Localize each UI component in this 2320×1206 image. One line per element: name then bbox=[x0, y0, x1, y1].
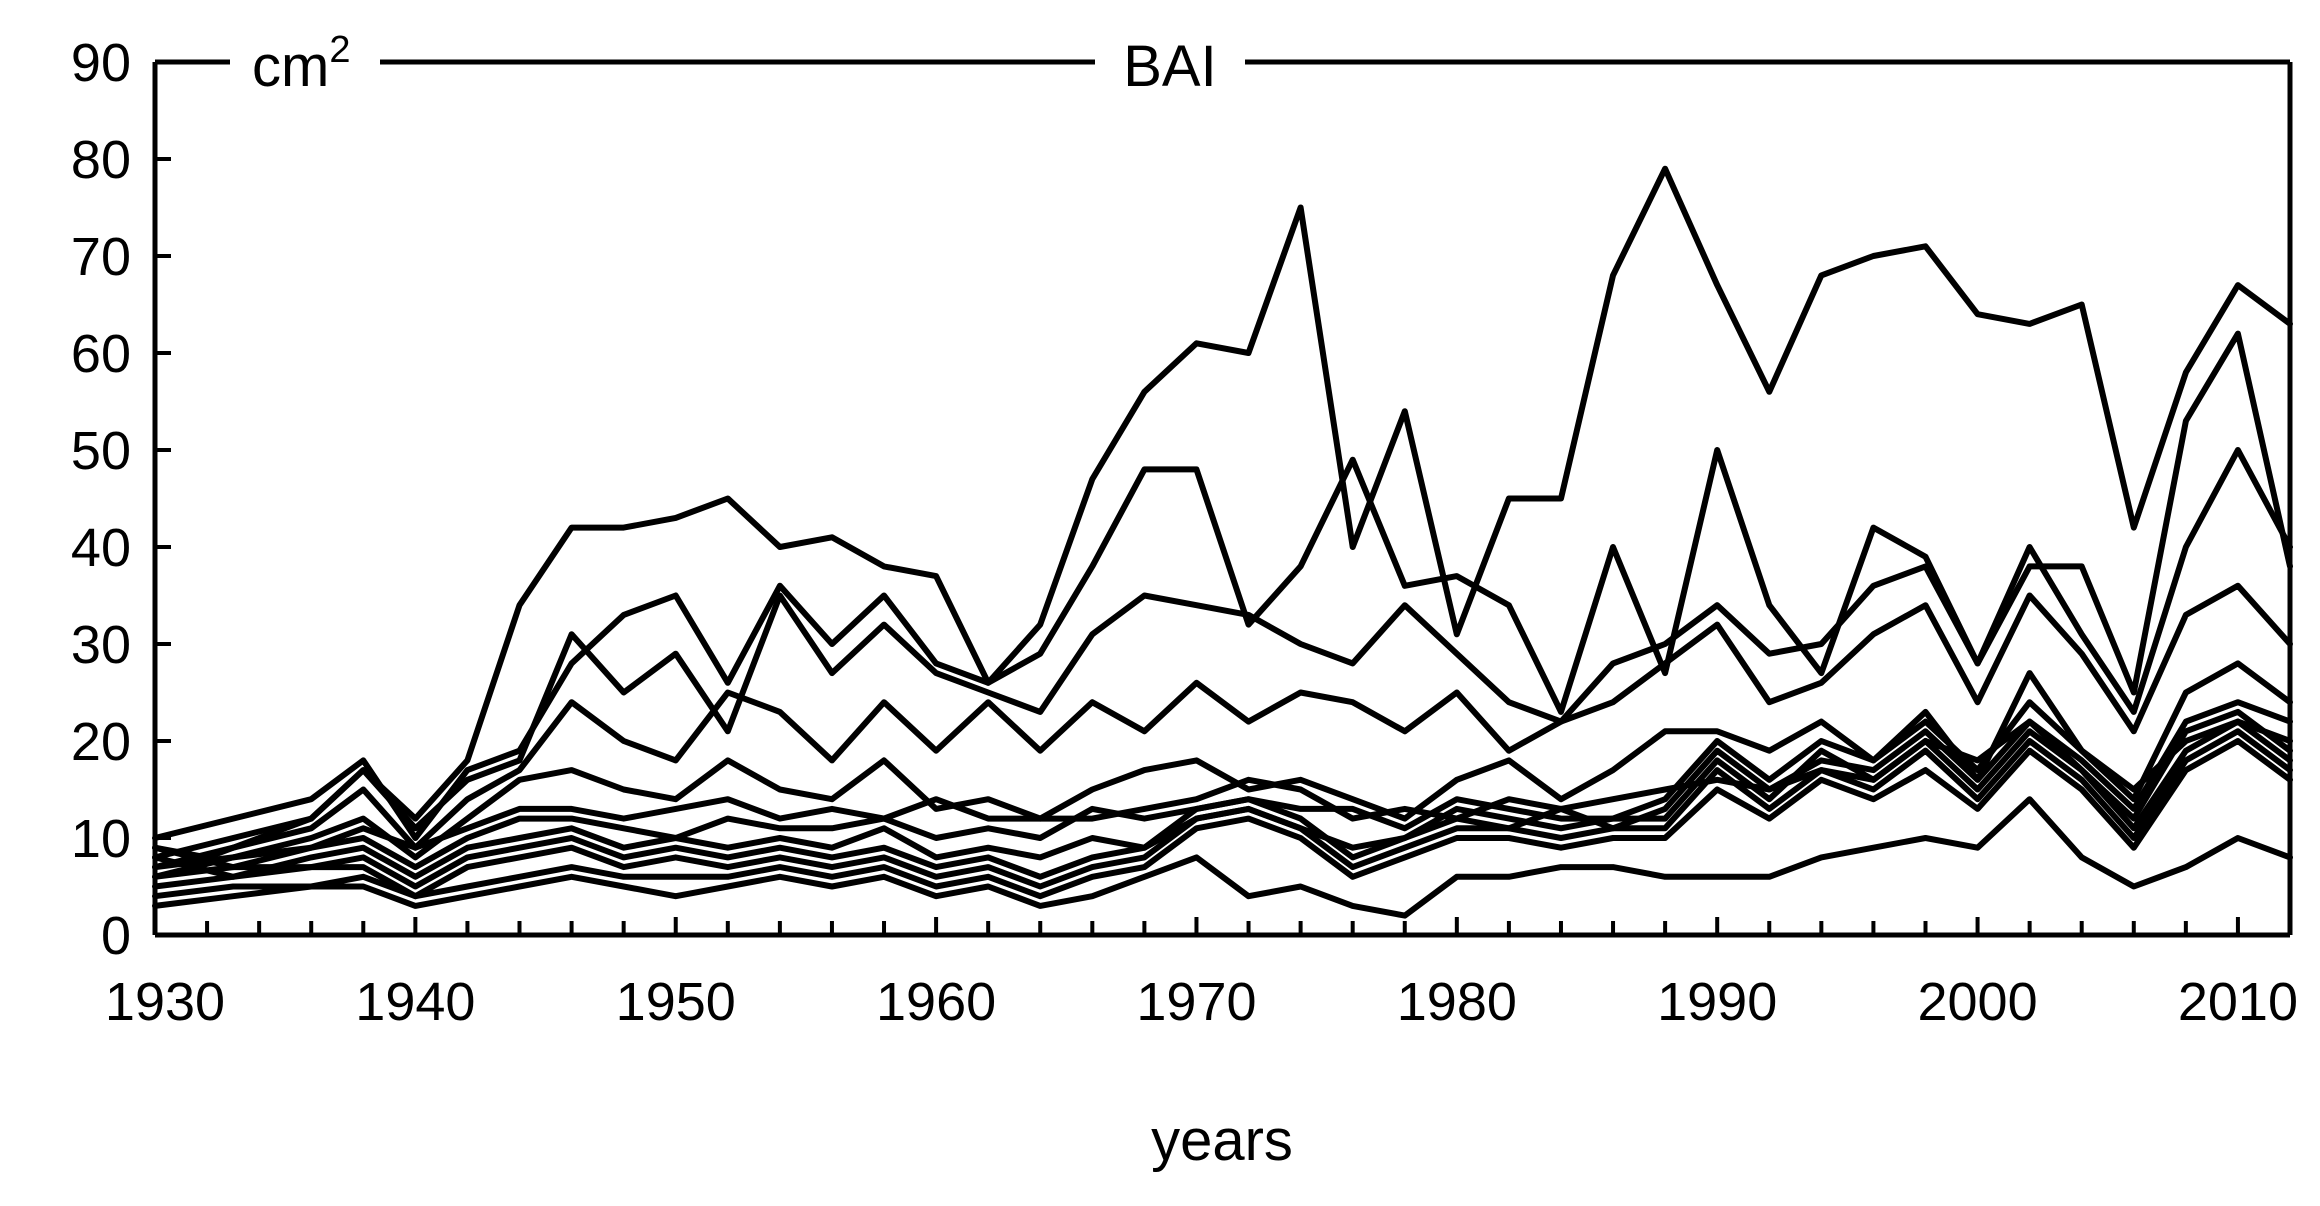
y-tick-label: 70 bbox=[71, 227, 131, 287]
series-line-11 bbox=[152, 738, 2293, 900]
series-line-9 bbox=[152, 718, 2293, 890]
series-line-1 bbox=[152, 165, 2293, 861]
labels-layer: cm2 BAI years bbox=[230, 29, 1293, 1173]
x-tick-label: 2000 bbox=[1917, 972, 2037, 1032]
x-axis-title: years bbox=[1151, 1108, 1293, 1173]
x-tick-label: 1960 bbox=[876, 972, 996, 1032]
y-tick-label: 30 bbox=[71, 615, 131, 675]
unit-label: cm2 bbox=[252, 29, 350, 99]
x-tick-label: 1940 bbox=[355, 972, 475, 1032]
y-tick-label: 60 bbox=[71, 324, 131, 384]
y-tick-label: 90 bbox=[71, 33, 131, 93]
y-tick-label: 20 bbox=[71, 712, 131, 772]
series-line-4 bbox=[152, 582, 2293, 871]
chart-title: BAI bbox=[1123, 34, 1217, 99]
title-bg bbox=[1095, 30, 1245, 94]
y-tick-label: 80 bbox=[71, 130, 131, 190]
series-line-3 bbox=[152, 447, 2293, 861]
ticks-layer: 0 10 20 30 40 50 60 70 80 90 1930 1940 1950 1960 1970 1… bbox=[71, 33, 2298, 1032]
x-tick-label: 2010 bbox=[2178, 972, 2298, 1032]
x-tick-label: 1980 bbox=[1397, 972, 1517, 1032]
unit-label-bg bbox=[230, 30, 380, 94]
y-tick-label: 40 bbox=[71, 518, 131, 578]
x-tick-label: 1990 bbox=[1657, 972, 1777, 1032]
x-tick-label: 1930 bbox=[105, 972, 225, 1032]
series-layer bbox=[152, 165, 2293, 919]
y-tick-label: 10 bbox=[71, 809, 131, 869]
series-line-12 bbox=[152, 796, 2293, 919]
y-tick-label: 0 bbox=[101, 906, 131, 966]
x-tick-label: 1950 bbox=[616, 972, 736, 1032]
series-line-2 bbox=[152, 330, 2293, 841]
series-line-10 bbox=[152, 728, 2293, 900]
x-tick-label: 1970 bbox=[1136, 972, 1256, 1032]
y-tick-label: 50 bbox=[71, 421, 131, 481]
unit-superscript: 2 bbox=[329, 29, 350, 71]
